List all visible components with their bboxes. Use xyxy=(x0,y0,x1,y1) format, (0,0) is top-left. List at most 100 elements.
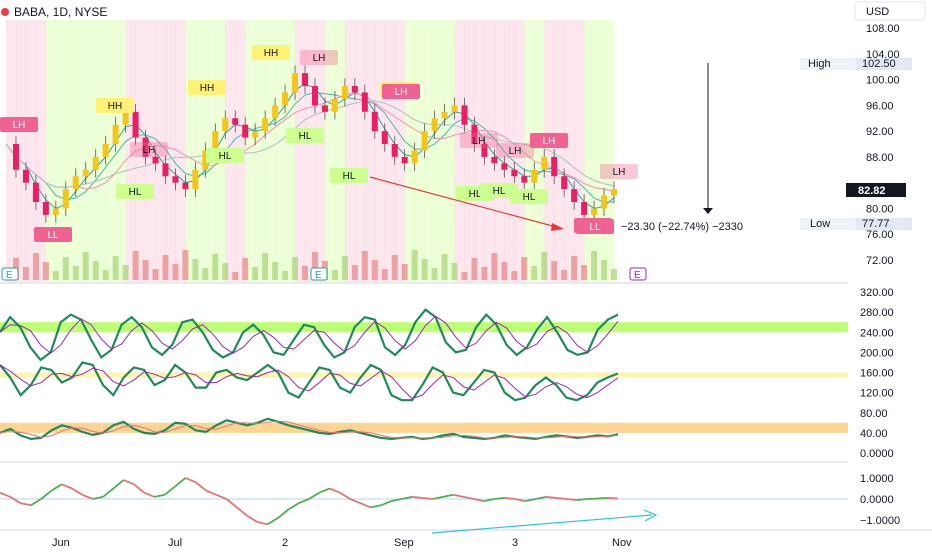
candle-body xyxy=(282,92,288,105)
candle-body xyxy=(402,157,408,163)
candle-body xyxy=(432,118,438,131)
pivot-label-text: HL xyxy=(299,131,312,142)
momentum-segment xyxy=(577,499,587,500)
momentum-tick-label: 1.0000 xyxy=(860,473,894,485)
candle-body xyxy=(362,92,368,111)
volume-bar xyxy=(521,257,527,280)
momentum-segment xyxy=(165,486,175,494)
momentum-segment xyxy=(196,482,206,490)
volume-bar xyxy=(581,265,587,280)
pivot-label-text: LH xyxy=(313,53,326,64)
volume-bar xyxy=(232,272,238,280)
volume-bar xyxy=(143,260,149,280)
time-tick-label: Jun xyxy=(52,537,70,549)
candle-body xyxy=(412,150,418,163)
price-tick-label: 100.00 xyxy=(866,75,900,87)
earnings-marker-1[interactable]: E xyxy=(2,268,18,281)
time-tick-label: Sep xyxy=(394,537,414,549)
trend-background-band xyxy=(554,20,564,282)
oscillator-tick-label: 120.00 xyxy=(860,388,894,400)
oscillator-line-signal xyxy=(0,316,618,353)
candle-body xyxy=(342,86,348,99)
momentum-segment xyxy=(31,499,41,505)
momentum-segment xyxy=(103,489,113,497)
volume-bar xyxy=(113,256,119,280)
candle-body xyxy=(113,125,119,144)
momentum-segment xyxy=(381,501,391,505)
candle-body xyxy=(422,131,428,150)
trend-background-band xyxy=(435,20,445,282)
momentum-segment xyxy=(567,499,577,500)
pivot-label-ll: LL xyxy=(576,219,614,234)
volume-bar xyxy=(571,256,577,280)
candle-body xyxy=(103,144,109,157)
oscillator-tick-label: 40.00 xyxy=(860,428,888,440)
trend-background-band xyxy=(86,20,96,282)
candle-body xyxy=(192,170,198,189)
candle-body xyxy=(591,208,597,214)
high-readout: High 102.50 xyxy=(800,58,912,70)
pivot-label-lh: LH xyxy=(0,117,38,132)
momentum-segment xyxy=(309,493,319,499)
trend-background-band xyxy=(584,20,594,282)
earnings-marker-2[interactable]: E xyxy=(311,268,327,281)
volume-bar xyxy=(362,251,368,280)
momentum-segment xyxy=(412,497,422,498)
pivot-label-text: LH xyxy=(395,87,408,98)
trend-background-band xyxy=(534,20,544,282)
candle-body xyxy=(242,125,248,138)
high-value: 102.50 xyxy=(862,58,896,70)
momentum-segment xyxy=(0,493,10,497)
time-tick-label: Nov xyxy=(612,537,632,549)
candle-body xyxy=(262,118,268,131)
pivot-label-text: HL xyxy=(219,151,232,162)
volume-bar xyxy=(501,262,507,280)
earnings-marker-3[interactable]: E xyxy=(630,268,646,281)
momentum-segment xyxy=(361,503,371,507)
candle-body xyxy=(501,163,507,169)
price-tick-label: 72.00 xyxy=(866,255,894,267)
trend-background-band xyxy=(46,20,56,282)
pivot-label-text: HH xyxy=(264,48,278,59)
volume-bar xyxy=(83,252,89,280)
volume-bar xyxy=(452,263,458,280)
svg-text:E: E xyxy=(634,270,641,281)
svg-text:E: E xyxy=(315,270,322,281)
volume-bar xyxy=(541,252,547,280)
momentum-segment xyxy=(268,518,278,524)
candle-body xyxy=(521,176,527,182)
oscillator-tick-label: 240.00 xyxy=(860,327,894,339)
volume-bar xyxy=(432,268,438,280)
candle-body xyxy=(541,157,547,170)
volume-bar xyxy=(372,260,378,280)
oscillator-tick-label: 80.00 xyxy=(860,408,888,420)
trend-background-band xyxy=(564,20,574,282)
pivot-label-hh: HH xyxy=(188,80,226,95)
momentum-segment xyxy=(330,489,340,493)
momentum-segment xyxy=(299,499,309,503)
volume-bar xyxy=(242,258,248,280)
pivot-label-text: HL xyxy=(469,189,482,200)
pivot-label-text: LL xyxy=(589,222,601,233)
momentum-segment xyxy=(556,498,566,499)
price-tick-label: 96.00 xyxy=(866,100,894,112)
momentum-segment xyxy=(546,497,556,498)
candle-body xyxy=(332,99,338,112)
pivot-label-text: LH xyxy=(613,167,626,178)
trend-background-band xyxy=(66,20,76,282)
momentum-tick-label: −1.0000 xyxy=(860,515,900,527)
volume-bar xyxy=(611,269,617,280)
momentum-segment xyxy=(371,505,381,507)
candle-body xyxy=(133,112,139,138)
candle-body xyxy=(13,144,19,170)
candle-body xyxy=(551,157,557,176)
pivot-label-lh: LH xyxy=(600,164,638,179)
candle-body xyxy=(272,105,278,118)
volume-bar xyxy=(332,270,338,280)
candle-body xyxy=(43,202,49,215)
momentum-segment xyxy=(52,484,62,490)
candle-body xyxy=(452,105,458,111)
time-tick-label: 3 xyxy=(512,537,518,549)
volume-bar xyxy=(591,251,597,280)
